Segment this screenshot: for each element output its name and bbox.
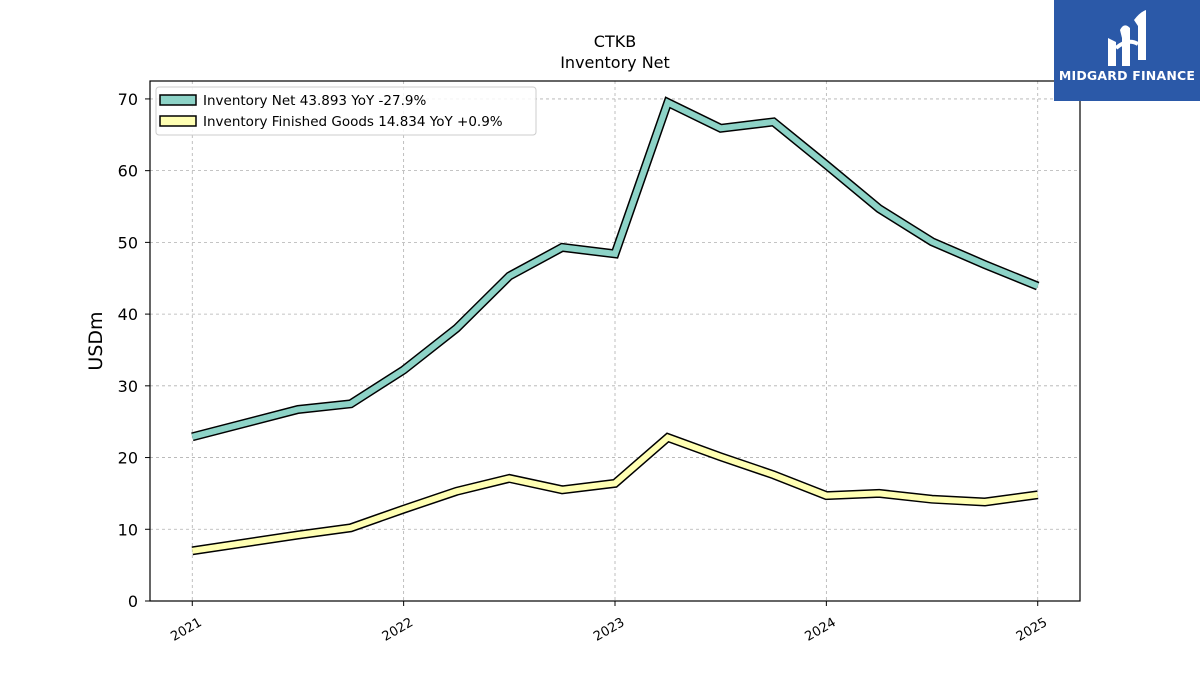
y-tick-label: 10 xyxy=(118,520,138,539)
y-tick-label: 50 xyxy=(118,233,138,252)
series-layer xyxy=(191,96,1040,556)
ticks: 0 10 20 30 40 50 60 70 2021 2022 2023 2024 2025 xyxy=(118,90,1050,645)
legend-swatch xyxy=(159,115,197,127)
x-tick-label: 2025 xyxy=(1014,615,1050,645)
series-line xyxy=(191,434,1039,554)
grid xyxy=(150,81,1080,602)
midgard-logo-icon xyxy=(1108,10,1146,66)
x-tick-label: 2022 xyxy=(380,615,416,645)
chart-subtitle: Inventory Net xyxy=(560,53,670,72)
legend-swatch xyxy=(159,94,197,106)
legend-label: Inventory Finished Goods 14.834 YoY +0.9… xyxy=(203,114,503,130)
legend-box xyxy=(155,86,537,136)
y-tick-label: 70 xyxy=(118,90,138,109)
x-tick-label: 2023 xyxy=(591,615,627,645)
series-line xyxy=(191,98,1039,440)
brand-logo: MIDGARD FINANCE xyxy=(1054,0,1200,101)
y-tick-label: 60 xyxy=(118,162,138,181)
x-tick-label: 2021 xyxy=(168,615,204,645)
chart-title: CTKB xyxy=(594,32,636,51)
y-tick-label: 0 xyxy=(128,592,138,611)
legend: Inventory Net 43.893 YoY -27.9% Inventory… xyxy=(155,86,537,136)
logo-text: MIDGARD FINANCE xyxy=(1058,68,1196,83)
y-tick-label: 30 xyxy=(118,377,138,396)
y-axis-label: USDm xyxy=(85,311,107,370)
legend-label: Inventory Net 43.893 YoY -27.9% xyxy=(203,93,426,109)
y-tick-label: 40 xyxy=(118,305,138,324)
x-tick-label: 2024 xyxy=(803,615,839,645)
y-tick-label: 20 xyxy=(118,449,138,468)
